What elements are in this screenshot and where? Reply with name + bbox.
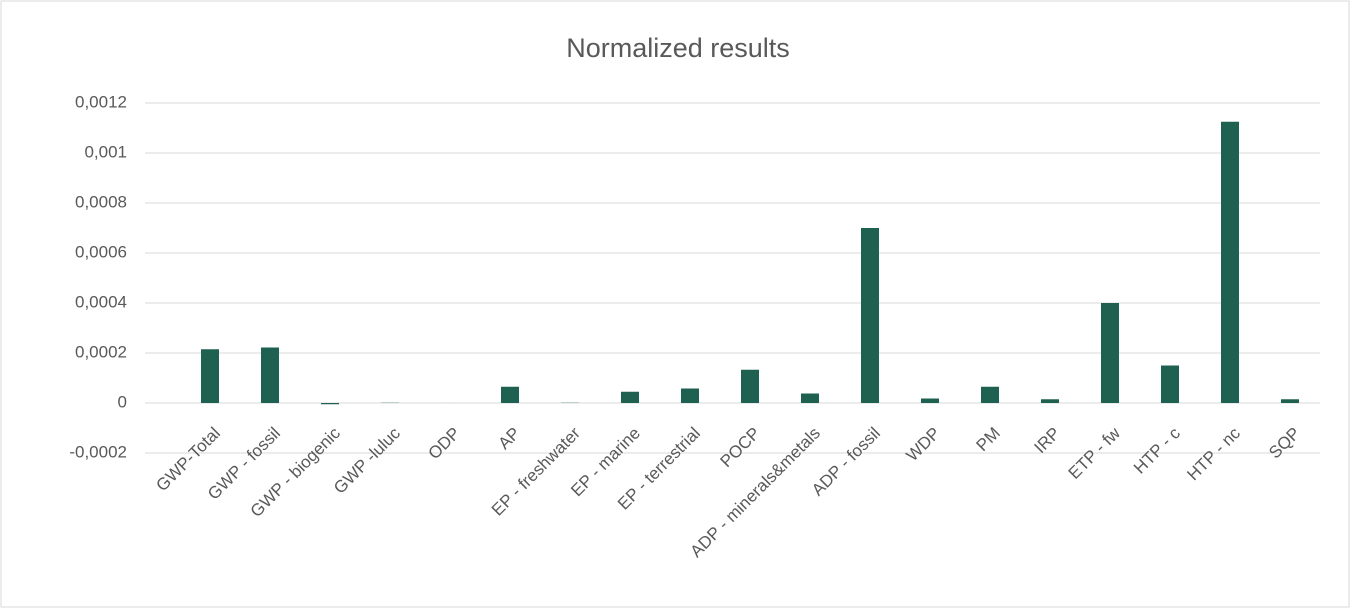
bar <box>501 386 519 403</box>
bar <box>1101 303 1119 403</box>
bar <box>321 403 339 405</box>
y-tick-label: 0 <box>118 392 127 411</box>
y-tick-label: 0,001 <box>84 142 127 161</box>
bar <box>801 393 819 403</box>
bar <box>1041 399 1059 403</box>
bar <box>201 349 219 403</box>
bar <box>1281 399 1299 403</box>
y-tick-label: 0,0004 <box>75 292 127 311</box>
y-tick-label: 0,0012 <box>75 92 127 111</box>
bar <box>1221 121 1239 403</box>
bar <box>981 386 999 403</box>
bar <box>621 391 639 403</box>
y-tick-label: 0,0006 <box>75 242 127 261</box>
y-tick-label: 0,0002 <box>75 342 127 361</box>
bar <box>681 388 699 403</box>
bar <box>861 228 879 403</box>
bar <box>261 347 279 403</box>
y-tick-label: 0,0008 <box>75 192 127 211</box>
bar <box>1161 365 1179 403</box>
bar <box>921 398 939 403</box>
bar <box>741 369 759 403</box>
chart-title: Normalized results <box>566 33 790 63</box>
y-tick-label: -0,0002 <box>69 442 127 461</box>
